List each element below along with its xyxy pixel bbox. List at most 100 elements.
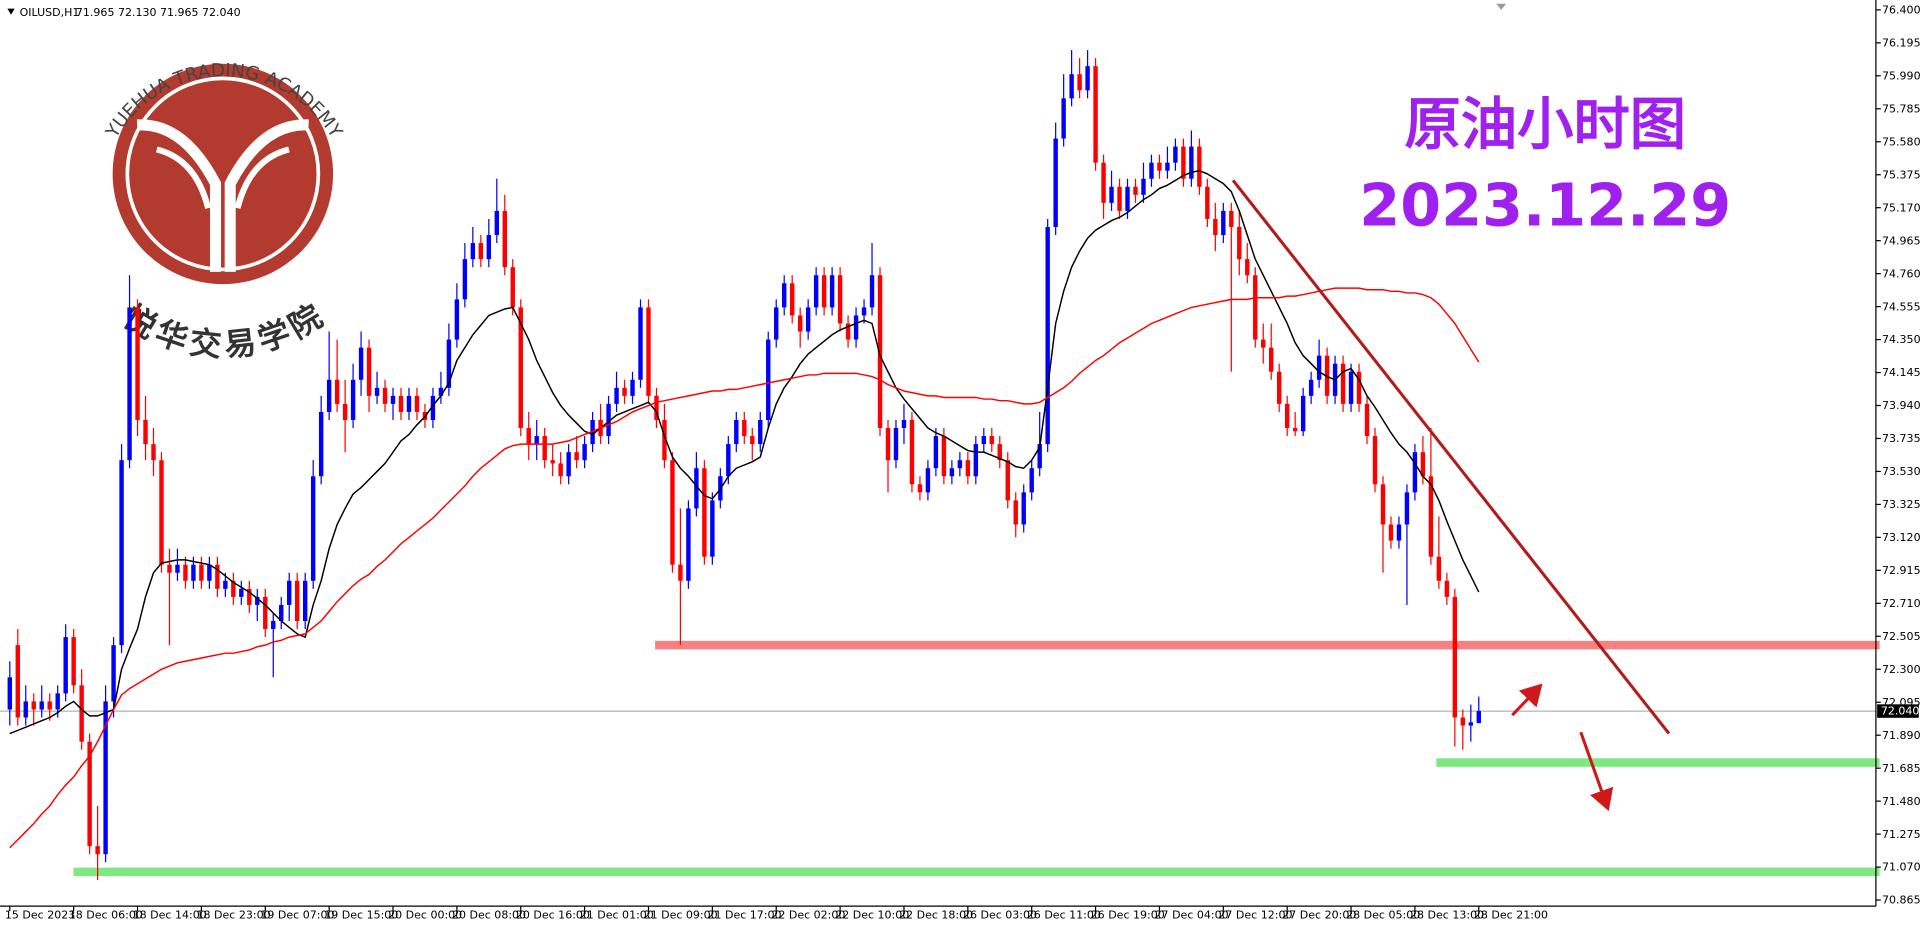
candle-body [1061,98,1066,139]
candle-body [1269,347,1274,372]
candle-body [766,339,771,420]
candle-body [1428,476,1434,557]
shift-marker [1496,3,1507,10]
candle-body [39,701,44,710]
candle-body [1436,556,1442,581]
candle-body [15,645,20,718]
candle-body [813,275,819,308]
x-tick-label: 20 Dec 16:00 [516,908,590,921]
candle-body [901,419,907,429]
candle-body [23,701,28,718]
candle-body [829,275,835,308]
candle-body [1468,722,1474,726]
x-tick-label: 21 Dec 17:00 [707,908,781,921]
x-tick-label: 20 Dec 00:00 [388,908,462,921]
candle-body [271,621,276,630]
candle-body [877,275,883,429]
candle-body [295,580,300,622]
menu-icon[interactable] [7,8,15,15]
quote: 71.965 72.130 71.965 72.040 [76,6,241,19]
candle-body [342,403,348,420]
candle-body [1261,339,1266,348]
candle-body [1149,162,1154,179]
candle-body [47,701,52,710]
candle-body [55,693,60,710]
candle-body [1340,363,1346,404]
candle-body [893,428,899,461]
y-tick-label: 75.580 [1882,135,1920,148]
candle-body [183,564,188,581]
candle-body [486,235,492,260]
candle-body [1189,146,1194,179]
candle-body [143,419,148,445]
candle-body [797,315,803,332]
candle-body [1221,210,1226,236]
candle-body [542,436,547,461]
candle-body [215,564,220,589]
candle-body [638,307,643,380]
candle-body [1380,484,1386,525]
candle-body [590,419,595,445]
x-tick-label: 19 Dec 07:00 [260,908,334,921]
candle-body [758,419,763,445]
candle-body [558,463,563,477]
candle-body [678,564,683,581]
candle-body [805,307,811,332]
candle-body [965,460,971,477]
candle-body [1316,355,1322,380]
candle-body [263,596,268,630]
candle-body [646,307,651,396]
candle-body [111,645,116,702]
candle-body [925,468,931,493]
candle-body [398,395,404,412]
candle-body [853,315,859,340]
candle-body [478,243,484,260]
candle-body [622,387,627,396]
candle-body [1276,371,1282,404]
candle-body [845,323,851,340]
candle-body [534,436,539,445]
candle-body [382,387,388,404]
candle-body [1452,596,1458,718]
y-tick-label: 70.865 [1882,894,1920,907]
moving-average [9,287,1480,849]
y-tick-label: 75.170 [1882,201,1920,214]
candle-body [95,846,100,855]
candle-body [1021,492,1026,525]
candle-body [574,452,579,461]
candle-body [1476,711,1481,724]
x-tick-label: 26 Dec 19:00 [1091,908,1165,921]
candle-body [1165,162,1170,171]
trendline [1231,179,1671,735]
candle-body [917,484,923,493]
x-tick-label: 19 Dec 15:00 [324,908,398,921]
candle-body [119,460,124,646]
x-tick-label: 28 Dec 13:00 [1410,908,1484,921]
candle-body [502,210,507,268]
candle-body [1117,186,1122,211]
y-tick-label: 75.375 [1882,168,1920,181]
candle-body [1109,186,1114,203]
y-tick-label: 73.120 [1882,531,1920,544]
x-tick-label: 15 Dec 2023 [5,908,75,921]
x-tick-label: 22 Dec 02:00 [771,908,845,921]
candle-body [374,387,380,396]
candle-body [1444,580,1450,597]
candle-body [933,436,939,469]
candle-body [957,460,963,469]
candle-body [1157,162,1162,171]
logo-mark-inner [155,146,290,209]
candle-body [334,379,340,404]
x-tick-label: 27 Dec 20:00 [1282,908,1356,921]
x-tick-label: 28 Dec 21:00 [1474,908,1548,921]
overlay-title: 原油小时图 [1405,91,1687,157]
x-tick-label: 26 Dec 03:00 [963,908,1037,921]
candle-body [821,275,827,308]
y-tick-label: 71.275 [1882,828,1920,841]
last-price-label: 72.040 [1881,705,1920,718]
candle-body [350,379,356,420]
candle-body [630,379,635,396]
candle-body [582,444,587,461]
candle-body [390,395,396,404]
